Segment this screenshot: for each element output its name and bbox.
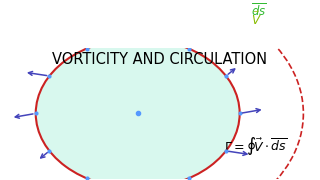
Ellipse shape <box>36 39 240 180</box>
Text: $\Gamma = \oint\!\vec{V}\cdot\overline{ds}$: $\Gamma = \oint\!\vec{V}\cdot\overline{d… <box>224 135 287 157</box>
Text: $\overline{ds}$: $\overline{ds}$ <box>251 3 267 19</box>
Text: VORTICITY AND CIRCULATION: VORTICITY AND CIRCULATION <box>52 51 268 67</box>
Text: $\vec{V}$: $\vec{V}$ <box>251 11 261 28</box>
